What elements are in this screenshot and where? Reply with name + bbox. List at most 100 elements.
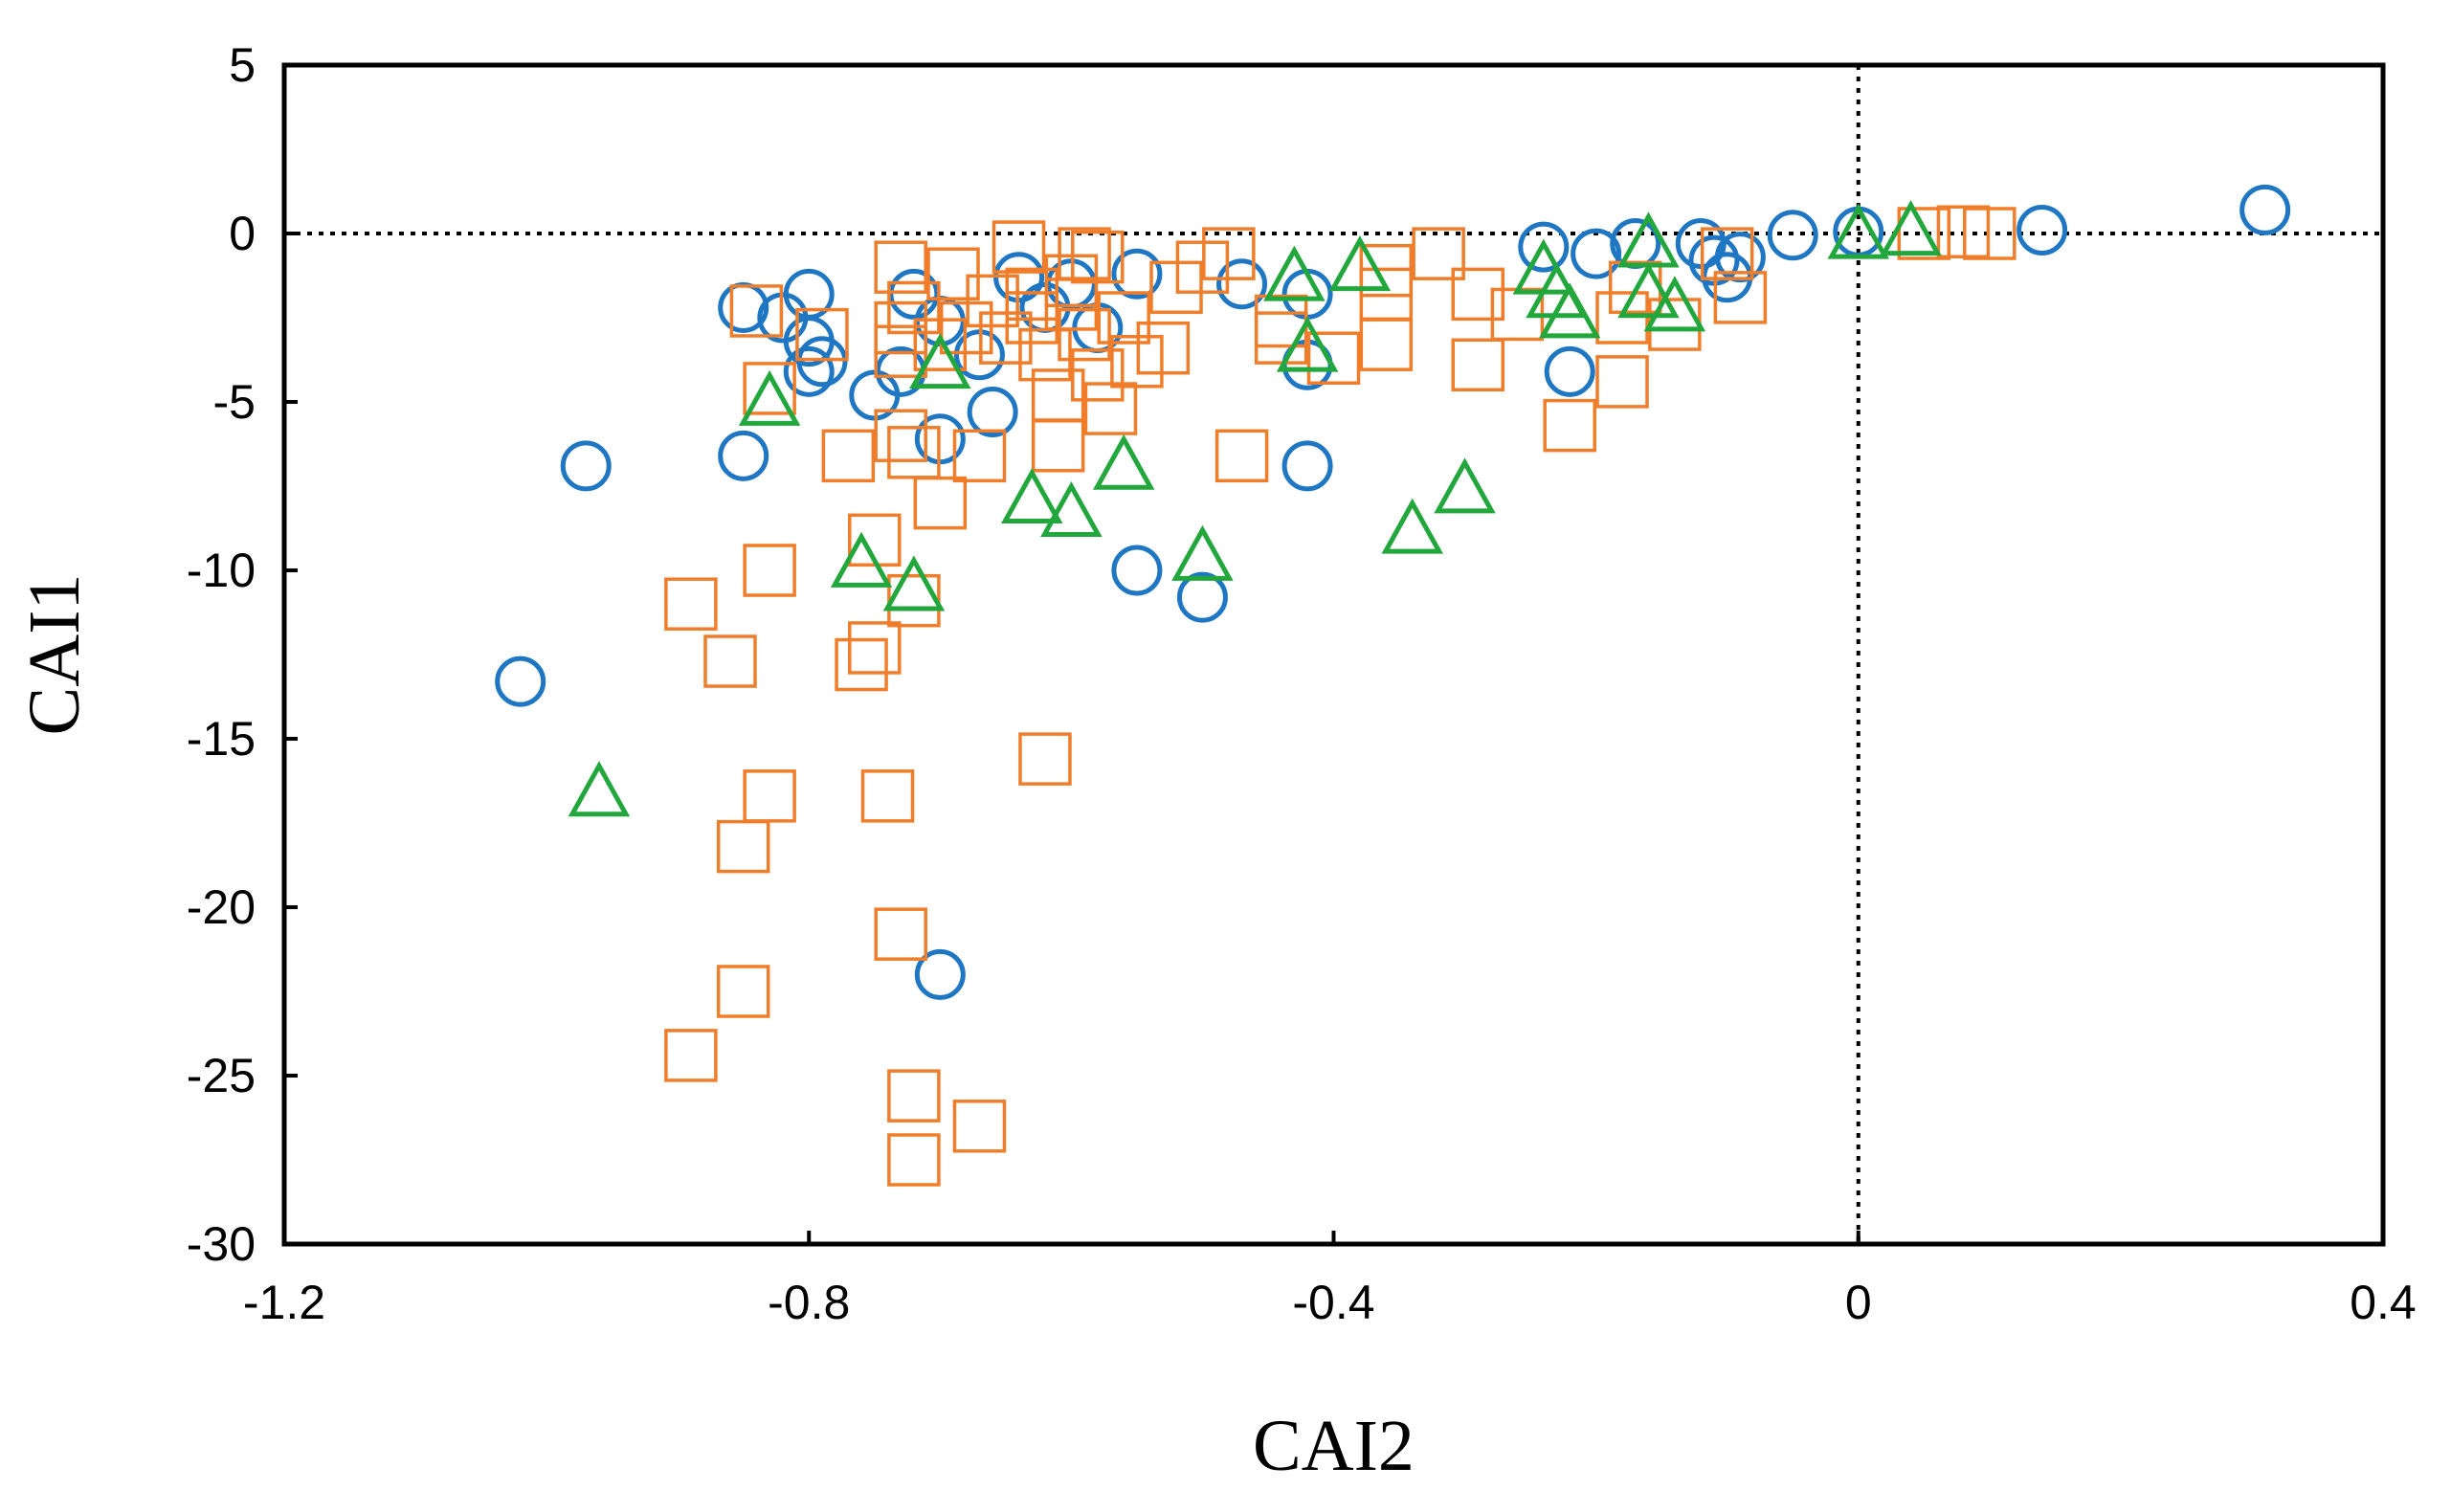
triangle-point: [909, 333, 971, 389]
circle-point: [1518, 221, 1570, 273]
y-tick-label: -10: [187, 544, 256, 597]
x-tick-label: 0: [1845, 1276, 1872, 1329]
triangle-point: [830, 531, 893, 588]
square-point: [664, 1029, 718, 1082]
square-point: [874, 324, 927, 378]
circle-point: [1281, 440, 1333, 492]
x-tick-label: -0.4: [1292, 1276, 1374, 1329]
plot-area-frame: [281, 62, 2386, 1247]
square-point: [664, 577, 718, 631]
square-point: [1451, 338, 1505, 392]
square-point: [821, 429, 876, 483]
square-point: [913, 476, 968, 530]
square-point: [874, 409, 927, 462]
square-point: [926, 247, 980, 300]
circle-point: [718, 430, 769, 481]
circle-point: [888, 268, 940, 320]
circle-point: [495, 656, 546, 707]
square-point: [992, 220, 1046, 274]
square-point: [1071, 230, 1125, 284]
y-tick-label: 0: [229, 207, 256, 260]
circle-point: [1111, 545, 1163, 596]
circle-point: [1176, 571, 1228, 623]
square-point: [874, 907, 927, 961]
x-tick-label: 0.4: [2350, 1276, 2417, 1329]
circle-point: [1111, 248, 1163, 300]
triangle-point: [1643, 276, 1706, 332]
circle-point: [1544, 345, 1595, 397]
square-point: [952, 1100, 1007, 1153]
triangle-point: [1276, 316, 1339, 372]
square-point: [1058, 307, 1111, 362]
circle-point: [2017, 204, 2068, 256]
square-point: [1963, 207, 2017, 260]
y-tick-label: -20: [187, 880, 256, 934]
triangle-point: [1434, 457, 1496, 514]
square-point: [874, 240, 927, 294]
y-axis-title: CAI1: [14, 574, 95, 736]
triangle-point: [1001, 467, 1063, 523]
square-point: [1202, 227, 1256, 280]
square-point: [1097, 291, 1150, 345]
circle-point: [1571, 228, 1622, 279]
square-point: [1031, 419, 1085, 473]
y-tick-label: -15: [187, 712, 256, 766]
circle-point: [2239, 184, 2291, 235]
circle-point: [796, 336, 848, 388]
square-point: [1071, 348, 1125, 402]
y-tick-label: -30: [187, 1217, 256, 1271]
triangle-point: [1381, 498, 1443, 554]
square-point: [1031, 368, 1085, 422]
square-point: [1451, 267, 1505, 322]
square-point: [795, 307, 849, 362]
square-point: [1897, 207, 1951, 260]
circle-point: [783, 345, 835, 397]
square-point: [860, 769, 915, 823]
x-tick-label: -0.8: [768, 1276, 850, 1329]
x-axis-title: CAI2: [1253, 1406, 1415, 1486]
triangle-point: [1538, 282, 1601, 339]
axis-ticks: [282, 63, 2385, 1246]
square-point: [1713, 271, 1768, 324]
triangle-point: [1880, 200, 1942, 256]
square-point: [887, 1069, 941, 1123]
triangle-point: [1171, 524, 1234, 581]
square-point: [1136, 321, 1191, 375]
triangle-point: [738, 369, 801, 426]
triangle-point: [1617, 262, 1680, 319]
square-point: [1083, 382, 1138, 435]
square-point: [966, 274, 1019, 328]
triangle-point: [1092, 434, 1155, 490]
square-point: [835, 637, 888, 692]
square-point: [1412, 227, 1465, 280]
square-point: [716, 965, 770, 1018]
y-tick-label: -5: [213, 375, 256, 429]
circle-point: [1216, 258, 1268, 310]
square-point: [1018, 327, 1072, 382]
circle-point: [560, 440, 612, 492]
square-point: [743, 362, 796, 415]
square-point: [1018, 732, 1072, 786]
triangle-point: [1328, 235, 1392, 292]
square-point: [743, 544, 796, 597]
y-tick-label: 5: [229, 38, 256, 92]
axis-tick-labels: -1.2 -0.8 -0.4 0 0.4 5 0 -5 -10 -15 -20 -25 -30: [187, 38, 2417, 1329]
y-tick-label: -25: [187, 1049, 256, 1102]
square-point: [1543, 398, 1596, 453]
triangle-point: [1263, 245, 1326, 301]
square-point: [887, 426, 941, 479]
square-point: [743, 769, 796, 823]
square-point: [887, 573, 941, 628]
square-point: [1214, 429, 1269, 483]
circle-point: [914, 948, 966, 1000]
triangle-point: [882, 555, 946, 611]
square-point: [1359, 243, 1414, 298]
circle-point: [967, 387, 1018, 438]
square-point: [848, 621, 902, 675]
circle-point: [1767, 210, 1818, 261]
square-point: [887, 1133, 941, 1187]
data-points: [495, 184, 2291, 1187]
square-point: [1058, 227, 1111, 280]
square-point: [716, 819, 770, 874]
